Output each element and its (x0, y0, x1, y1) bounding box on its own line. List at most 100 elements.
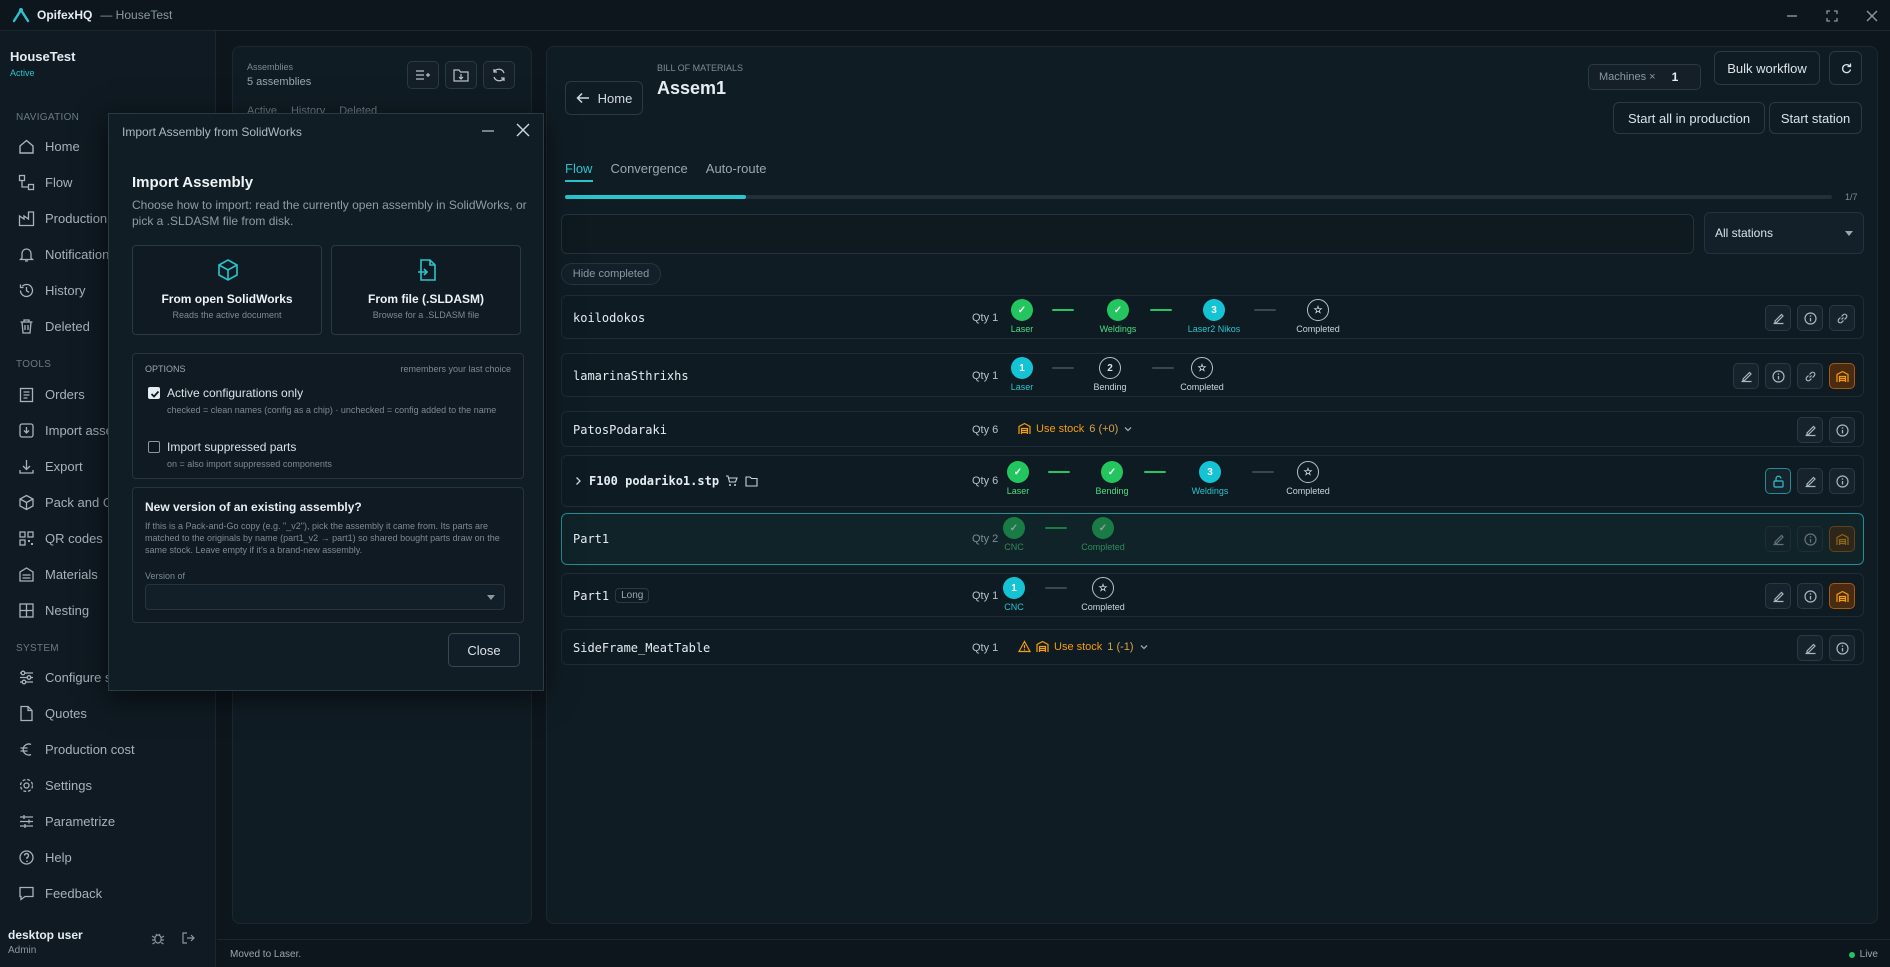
folder-icon[interactable] (745, 475, 758, 487)
sidebar-item-materials[interactable]: Materials (18, 564, 208, 584)
start-all-in-production-button[interactable]: Start all in production (1613, 102, 1765, 134)
info-button[interactable] (1829, 635, 1855, 661)
sidebar-item-nesting[interactable]: Nesting (18, 600, 208, 620)
sidebar-item-deleted[interactable]: Deleted (18, 316, 208, 336)
close-icon[interactable] (515, 122, 531, 138)
edit-button[interactable] (1765, 305, 1791, 331)
sliders-icon (20, 670, 33, 684)
tab-auto-route[interactable]: Auto-route (705, 161, 767, 176)
chevron-right-icon[interactable] (573, 476, 583, 486)
sidebar-item-notifications[interactable]: Notifications (18, 244, 208, 264)
user-info[interactable]: desktop user Admin (8, 928, 83, 956)
sidebar-item-settings[interactable]: Settings (18, 775, 208, 795)
edit-button[interactable] (1765, 583, 1791, 609)
bom-row[interactable]: Part1 Long Qty 1 1 CNC ☆ Completed (561, 573, 1864, 617)
part-name: Part1 (573, 532, 610, 546)
start-station-button[interactable]: Start station (1769, 102, 1862, 134)
tab-flow[interactable]: Flow (565, 161, 593, 176)
tools-section-label: TOOLS (16, 359, 52, 370)
info-button[interactable] (1797, 526, 1823, 552)
sidebar-item-flow[interactable]: Flow (18, 172, 208, 192)
stock-button[interactable] (1829, 526, 1855, 552)
flow-tabs: Flow Convergence Auto-route (565, 161, 766, 176)
machines-label: Machines × (1599, 71, 1656, 83)
machines-stepper[interactable]: Machines × 1 (1588, 64, 1701, 90)
part-name: PatosPodaraki (573, 423, 667, 437)
minimize-icon[interactable] (1782, 6, 1802, 26)
from-open-solidworks-button[interactable]: From open SolidWorks Reads the active do… (132, 245, 322, 335)
stock-button[interactable] (1829, 583, 1855, 609)
bom-row[interactable]: Part1 Qty 2 ✓ CNC ✓ Completed (561, 513, 1864, 565)
active-configurations-label: Active configurations only (167, 386, 304, 400)
sidebar-item-export[interactable]: Export (18, 456, 208, 476)
info-button[interactable] (1829, 417, 1855, 443)
chevron-down-icon (487, 595, 495, 600)
bulk-workflow-button[interactable]: Bulk workflow (1714, 51, 1820, 85)
sidebar-item-help[interactable]: Help (18, 847, 208, 867)
station-filter-select[interactable]: All stations (1704, 212, 1864, 254)
warehouse-icon (1036, 640, 1049, 652)
reload-button[interactable] (1829, 51, 1862, 85)
bug-icon[interactable] (151, 931, 165, 945)
sidebar-item-history[interactable]: History (18, 280, 208, 300)
sidebar-item-orders[interactable]: Orders (18, 384, 208, 404)
edit-button[interactable] (1797, 417, 1823, 443)
hide-completed-toggle[interactable]: Hide completed (561, 263, 661, 285)
info-button[interactable] (1797, 305, 1823, 331)
part-qty: Qty 6 (972, 475, 999, 487)
sidebar-item-pack-and-go[interactable]: Pack and Go (18, 492, 208, 512)
stock-button[interactable] (1829, 363, 1855, 389)
user-name: desktop user (8, 928, 83, 942)
edit-icon (1741, 371, 1752, 382)
sidebar-item-qr-codes[interactable]: QR codes (18, 528, 208, 548)
logout-icon[interactable] (181, 931, 195, 945)
sidebar-item-quotes[interactable]: Quotes (18, 703, 208, 723)
sidebar-item-home[interactable]: Home (18, 136, 208, 156)
cart-plus-icon[interactable] (725, 475, 739, 487)
edit-button[interactable] (1733, 363, 1759, 389)
edit-button[interactable] (1797, 635, 1823, 661)
link-button[interactable] (1797, 363, 1823, 389)
bom-row[interactable]: SideFrame_MeatTable Qty 1 Use stock 1 (-… (561, 629, 1864, 665)
from-file-button[interactable]: From file (.SLDASM) Browse for a .SLDASM… (331, 245, 521, 335)
use-stock-dropdown[interactable]: Use stock 6 (+0) (1018, 422, 1133, 435)
import-suppressed-checkbox[interactable] (148, 441, 160, 453)
edit-icon (1805, 425, 1816, 436)
close-window-icon[interactable] (1862, 6, 1882, 26)
info-button[interactable] (1829, 468, 1855, 494)
bom-row[interactable]: PatosPodaraki Qty 6 Use stock 6 (+0) (561, 411, 1864, 447)
chat-icon (19, 886, 34, 901)
tab-convergence[interactable]: Convergence (610, 161, 688, 176)
assemblies-count: 5 assemblies (247, 76, 312, 88)
edit-button[interactable] (1765, 526, 1791, 552)
info-button[interactable] (1765, 363, 1791, 389)
home-button[interactable]: Home (565, 81, 643, 115)
link-button[interactable] (1829, 305, 1855, 331)
add-list-button[interactable] (407, 61, 439, 89)
workspace-name[interactable]: HouseTest (10, 49, 76, 64)
sidebar-item-production[interactable]: Production (18, 208, 208, 228)
step-connector (1152, 367, 1174, 369)
bom-row[interactable]: lamarinaSthrixhs Qty 1 1 Laser 2 Bending… (561, 353, 1864, 397)
bom-row[interactable]: koilodokos Qty 1 ✓ Laser ✓ Weldings 3 La… (561, 295, 1864, 339)
sidebar-item-production-cost[interactable]: Production cost (18, 739, 208, 759)
info-button[interactable] (1797, 583, 1823, 609)
minimize-icon[interactable] (481, 125, 495, 137)
refresh-assemblies-button[interactable] (483, 61, 515, 89)
use-stock-dropdown[interactable]: Use stock 1 (-1) (1018, 640, 1149, 653)
search-input[interactable] (561, 214, 1694, 254)
bom-row[interactable]: F100 podariko1.stp Qty 6 ✓ Laser ✓ Bendi… (561, 455, 1864, 507)
maximize-icon[interactable] (1822, 6, 1842, 26)
close-button[interactable]: Close (448, 633, 520, 667)
version-of-select[interactable] (145, 584, 505, 610)
active-configurations-checkbox[interactable] (148, 387, 160, 399)
unlock-button[interactable] (1765, 468, 1791, 494)
import-folder-button[interactable] (445, 61, 477, 89)
edit-button[interactable] (1797, 468, 1823, 494)
sidebar-item-feedback[interactable]: Feedback (18, 883, 208, 903)
qr-icon (19, 530, 34, 546)
import-assembly-dialog: Import Assembly from SolidWorks Import A… (108, 113, 544, 691)
machines-value[interactable]: 1 (1671, 70, 1679, 84)
sidebar-item-parametrize[interactable]: Parametrize (18, 811, 208, 831)
app-name: OpifexHQ (37, 8, 93, 22)
